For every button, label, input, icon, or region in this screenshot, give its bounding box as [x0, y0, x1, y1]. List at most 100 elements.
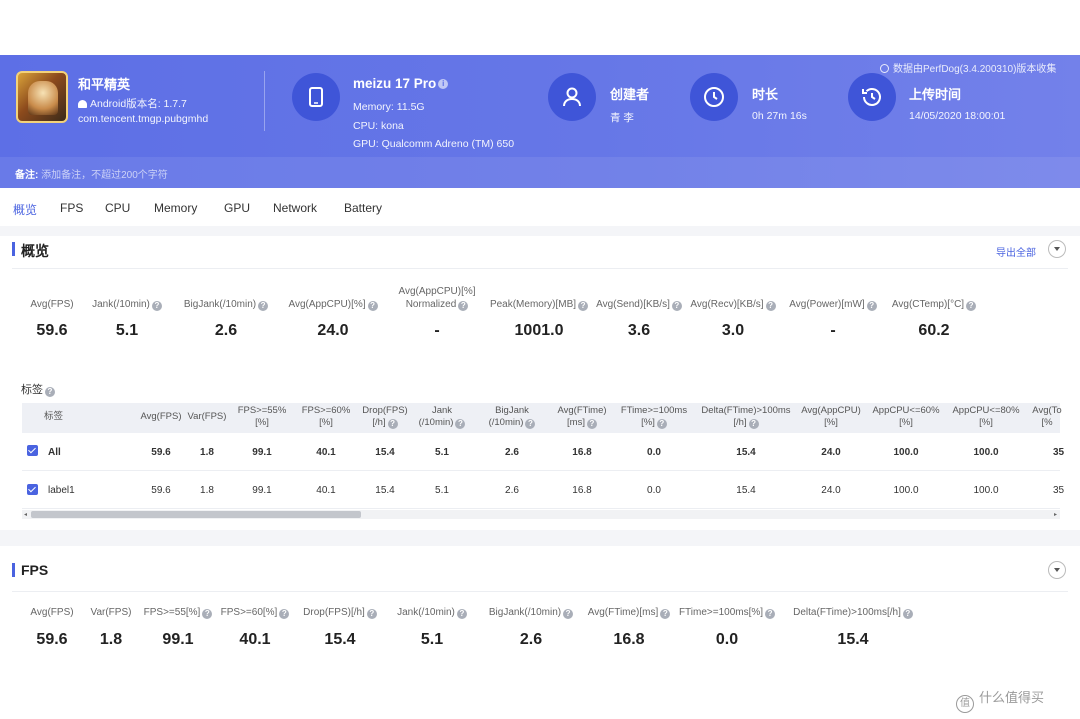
- table-column-header[interactable]: AppCPU<=60% [%]: [872, 405, 940, 428]
- overview-metric-value: 3.6: [627, 322, 651, 339]
- help-icon[interactable]: ?: [458, 301, 469, 311]
- table-column-header[interactable]: FTime>=100ms [%]?: [620, 405, 688, 429]
- table-column-header[interactable]: AppCPU<=80% [%]: [952, 405, 1020, 428]
- info-circle-icon: [880, 64, 889, 73]
- help-icon[interactable]: ?: [563, 609, 574, 619]
- help-icon[interactable]: ?: [966, 301, 977, 311]
- table-column-header[interactable]: Delta(FTime)>100ms [/h]?: [701, 405, 791, 429]
- section-gap: [0, 530, 1080, 546]
- fps-metric-value: 5.1: [420, 631, 444, 648]
- help-icon[interactable]: ?: [279, 609, 290, 619]
- table-column-header[interactable]: BigJank (/10min)?: [462, 405, 562, 429]
- help-icon[interactable]: ?: [578, 301, 589, 311]
- help-icon[interactable]: ?: [671, 301, 682, 311]
- fps-metric-value: 99.1: [162, 631, 194, 648]
- tab-network[interactable]: Network: [273, 201, 318, 215]
- duration-value: 0h 27m 16s: [752, 110, 807, 122]
- help-icon[interactable]: ?: [45, 387, 55, 397]
- divider: [12, 591, 1068, 592]
- help-icon[interactable]: ?: [525, 419, 536, 429]
- fps-metric-label: FPS>=55[%]?: [108, 606, 248, 619]
- overview-metric-value: 3.0: [721, 322, 745, 339]
- help-icon[interactable]: ?: [387, 419, 398, 429]
- table-column-header[interactable]: Avg(FTime) [ms]?: [557, 405, 607, 429]
- table-cell: 2.6: [505, 447, 519, 458]
- help-icon[interactable]: ?: [586, 419, 597, 429]
- remark-label: 备注:: [15, 170, 39, 181]
- help-icon[interactable]: ?: [866, 301, 877, 311]
- table-column-header[interactable]: Avg(FPS): [140, 411, 182, 422]
- table-cell: 99.1: [252, 447, 272, 458]
- fps-metric-value: 16.8: [613, 631, 645, 648]
- table-cell: 15.4: [375, 447, 395, 458]
- tab-cpu[interactable]: CPU: [105, 201, 131, 215]
- export-all-link[interactable]: 导出全部: [996, 248, 1036, 259]
- scrollbar-thumb[interactable]: [31, 511, 361, 518]
- row-checkbox[interactable]: [27, 484, 38, 495]
- table-cell: 15.4: [736, 485, 756, 496]
- table-column-header[interactable]: FPS>=55% [%]: [237, 405, 287, 428]
- header-divider: [264, 71, 265, 131]
- table-column-header[interactable]: Drop(FPS) [/h]?: [362, 405, 408, 429]
- fps-section-title: FPS: [21, 562, 49, 578]
- overview-collapse-button[interactable]: [1048, 240, 1066, 258]
- fps-metric-value: 40.1: [239, 631, 271, 648]
- table-cell: 15.4: [375, 485, 395, 496]
- creator-label: 创建者: [610, 87, 650, 102]
- help-icon[interactable]: ?: [258, 301, 269, 311]
- table-scrollbar[interactable]: ◂ ▸: [22, 510, 1060, 519]
- table-column-header[interactable]: Avg(AppCPU) [%]: [801, 405, 861, 428]
- overview-metric-label: Jank(/10min)?: [57, 298, 197, 311]
- scroll-right-icon[interactable]: ▸: [1053, 512, 1057, 518]
- device-name: meizu 17 Pro i: [353, 76, 449, 91]
- fps-metric-label: Var(FPS): [90, 607, 132, 618]
- help-icon[interactable]: ?: [660, 609, 671, 619]
- tab-overview[interactable]: 概览: [13, 203, 38, 217]
- fps-metric-value: 15.4: [324, 631, 356, 648]
- help-icon[interactable]: ?: [456, 609, 467, 619]
- table-row: label1 59.6 1.8 99.1 40.1 15.4 5.1 2.6 16.8 0.0 15…: [22, 471, 1064, 509]
- table-row: All 59.6 1.8 99.1 40.1 15.4 5.1 2.6 16.8 0.0 15.4 2…: [22, 433, 1064, 471]
- table-column-header[interactable]: Avg(To [%: [1032, 405, 1062, 428]
- tab-gpu[interactable]: GPU: [224, 201, 251, 215]
- help-icon[interactable]: ?: [748, 419, 759, 429]
- help-icon[interactable]: ?: [367, 301, 378, 311]
- table-column-header[interactable]: Jank (/10min)?: [392, 405, 492, 429]
- table-cell: 5.1: [435, 447, 449, 458]
- overview-metric-label: Avg(Recv)[KB/s]?: [663, 298, 803, 311]
- row-checkbox[interactable]: [27, 445, 38, 456]
- tab-fps[interactable]: FPS: [60, 201, 84, 215]
- upload-label: 上传时间: [909, 87, 962, 102]
- scroll-left-icon[interactable]: ◂: [24, 512, 28, 518]
- table-cell: 40.1: [316, 485, 336, 496]
- help-icon[interactable]: ?: [656, 419, 667, 429]
- overview-metric-value: 1001.0: [514, 322, 564, 339]
- info-icon[interactable]: i: [438, 79, 449, 90]
- table-cell: 24.0: [821, 485, 841, 496]
- tab-battery[interactable]: Battery: [344, 201, 383, 215]
- help-icon[interactable]: ?: [151, 301, 162, 311]
- help-icon[interactable]: ?: [202, 609, 213, 619]
- table-column-header[interactable]: FPS>=60% [%]: [301, 405, 351, 428]
- section-marker: [12, 563, 15, 577]
- duration-label: 时长: [752, 87, 779, 102]
- help-icon[interactable]: ?: [765, 609, 776, 619]
- help-icon[interactable]: ?: [765, 301, 776, 311]
- help-icon[interactable]: ?: [366, 609, 377, 619]
- tab-memory[interactable]: Memory: [154, 201, 198, 215]
- overview-metric-label: Avg(Send)[KB/s]?: [569, 298, 709, 311]
- table-column-header[interactable]: 标签: [44, 411, 64, 422]
- fps-collapse-button[interactable]: [1048, 561, 1066, 579]
- overview-metric-label: Avg(AppCPU)[%] Normalized?: [398, 286, 476, 311]
- fps-metric-value: 59.6: [36, 631, 68, 648]
- remark-input[interactable]: 添加备注，不超过200个字符: [41, 170, 168, 181]
- help-icon[interactable]: ?: [455, 419, 466, 429]
- fps-metric-value: 0.0: [715, 631, 739, 648]
- help-icon[interactable]: ?: [902, 609, 913, 619]
- fps-metric-label: BigJank(/10min)?: [461, 606, 601, 619]
- clock-icon: [690, 73, 738, 121]
- overview-metric-value: -: [830, 322, 836, 339]
- device-icon: [292, 73, 340, 121]
- table-column-header[interactable]: Var(FPS): [187, 411, 227, 422]
- device-cpu: CPU: kona: [353, 120, 404, 132]
